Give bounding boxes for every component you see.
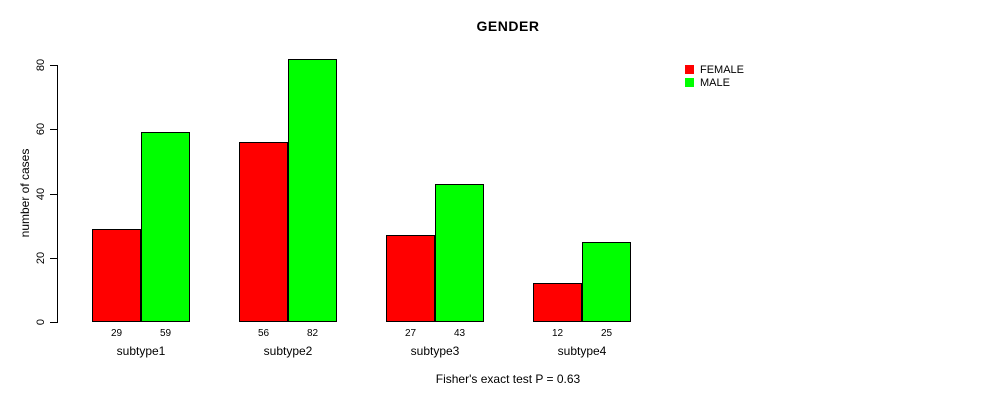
y-axis-tick-label: 40	[35, 187, 47, 200]
bar-male-subtype3	[435, 183, 484, 322]
y-axis-tick	[50, 322, 57, 323]
x-axis-category-label: subtype4	[557, 344, 607, 358]
bar-female-subtype4	[533, 283, 582, 322]
y-axis-tick	[50, 129, 57, 131]
y-axis-tick-label: 0	[35, 318, 47, 326]
bar-value-label: 82	[306, 328, 319, 339]
annotation-text: Fisher's exact test P = 0.63	[435, 372, 581, 386]
bar-male-subtype2	[288, 58, 337, 322]
y-axis-tick	[50, 257, 57, 259]
legend-item-male: MALE	[685, 76, 744, 89]
chart-title: GENDER	[476, 18, 540, 34]
bar-value-label: 27	[404, 328, 417, 339]
y-axis-tick-label: 20	[35, 251, 47, 264]
legend-label: FEMALE	[700, 63, 745, 76]
bar-value-label: 12	[551, 328, 564, 339]
y-axis-tick	[50, 65, 57, 66]
bar-value-label: 29	[110, 328, 123, 339]
legend: FEMALE MALE	[685, 63, 744, 89]
legend-item-female: FEMALE	[685, 63, 744, 76]
legend-swatch-male	[685, 78, 694, 87]
bar-female-subtype3	[386, 235, 435, 322]
bar-male-subtype1	[141, 132, 190, 322]
bar-value-label: 43	[453, 328, 466, 339]
bar-female-subtype1	[92, 228, 141, 322]
bar-value-label: 59	[159, 328, 172, 339]
y-axis-tick-label: 80	[35, 58, 47, 72]
bar-male-subtype4	[582, 241, 631, 322]
x-axis-category-label: subtype3	[410, 344, 460, 358]
legend-swatch-female	[685, 65, 694, 74]
y-axis-tick-label: 60	[35, 123, 47, 136]
bar-value-label: 56	[257, 328, 270, 339]
bar-value-label: 25	[600, 328, 613, 339]
x-axis-category-label: subtype1	[116, 344, 166, 358]
y-axis-label: number of cases	[18, 148, 32, 238]
legend-label: MALE	[700, 76, 730, 89]
bar-female-subtype2	[239, 142, 288, 322]
x-axis-category-label: subtype2	[263, 344, 313, 358]
y-axis-tick	[50, 193, 57, 195]
y-axis-line	[57, 65, 58, 323]
